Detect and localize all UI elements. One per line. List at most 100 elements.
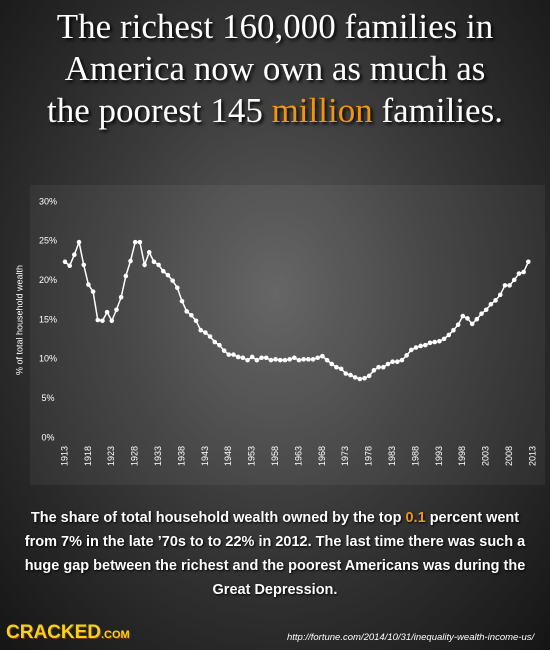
data-point (497, 292, 503, 298)
data-point (189, 312, 194, 318)
data-line (64, 239, 530, 380)
x-tick-label: 1953 (247, 446, 257, 466)
data-point (362, 375, 367, 381)
data-point (441, 336, 447, 342)
y-tick-label: 0% (41, 432, 54, 442)
data-point (380, 364, 386, 370)
data-point (282, 357, 288, 363)
data-point (357, 376, 363, 382)
caption-text: The share of total household wealth owne… (30, 510, 402, 526)
data-point (249, 354, 255, 360)
data-point (493, 298, 498, 303)
data-point (455, 322, 461, 328)
data-point (338, 366, 344, 372)
x-tick-label: 1943 (200, 446, 210, 466)
data-point (329, 361, 335, 367)
data-point (296, 357, 302, 363)
data-point (277, 357, 283, 363)
data-point (184, 309, 189, 314)
data-point (263, 355, 269, 361)
x-tick-label: 1938 (176, 446, 186, 466)
data-point (81, 262, 87, 268)
data-point (446, 332, 452, 338)
data-point (451, 327, 456, 333)
data-point (132, 239, 138, 245)
data-point (100, 318, 105, 324)
data-point (502, 283, 508, 288)
data-point (437, 338, 442, 344)
data-point (212, 339, 218, 345)
data-point (526, 259, 531, 265)
data-point (315, 355, 321, 361)
y-tick-label: 30% (39, 196, 57, 206)
y-tick-label: 5% (41, 393, 54, 403)
data-point (352, 375, 358, 380)
data-point (146, 250, 152, 255)
data-point (137, 239, 143, 245)
x-tick-label: 1988 (410, 446, 420, 466)
data-point (343, 371, 349, 376)
data-point (109, 318, 115, 324)
data-point (231, 352, 236, 357)
data-point (324, 357, 330, 363)
data-point (226, 352, 232, 357)
x-tick-label: 2008 (504, 446, 514, 466)
data-point (474, 316, 480, 322)
data-point (404, 353, 409, 358)
caption: The share of total household wealth owne… (18, 506, 532, 602)
data-point (193, 318, 199, 324)
data-point (385, 361, 391, 367)
data-point (287, 357, 292, 362)
x-tick-label: 2003 (481, 446, 491, 466)
x-tick-label: 1913 (59, 446, 69, 466)
data-point (511, 277, 517, 283)
data-point (254, 357, 260, 363)
data-point (479, 311, 484, 317)
y-axis-label: % of total household wealth (14, 265, 24, 375)
data-point (409, 347, 414, 353)
x-tick-label: 1983 (387, 446, 397, 466)
data-point (366, 373, 372, 379)
data-point (301, 357, 306, 362)
data-point (72, 252, 77, 258)
data-point (62, 259, 68, 265)
logo-text: CRACKED (6, 622, 101, 643)
x-tick-label: 1933 (153, 446, 163, 466)
data-point (432, 339, 438, 345)
x-tick-label: 1923 (106, 446, 116, 466)
x-tick-label: 2013 (527, 446, 537, 466)
data-point (423, 342, 428, 348)
caption-text: percent went from 7% in the late ’70s to… (24, 510, 526, 598)
data-point (203, 330, 208, 335)
data-point (268, 357, 274, 363)
data-point (394, 359, 400, 364)
data-point (170, 278, 175, 283)
x-tick-label: 1958 (270, 446, 280, 466)
y-tick-label: 25% (39, 236, 57, 246)
x-tick-label: 1973 (340, 446, 350, 466)
data-point (104, 309, 110, 315)
title-text: the poorest 145 (47, 91, 263, 130)
logo-suffix: .COM (101, 629, 130, 641)
data-point (128, 258, 133, 264)
data-point (235, 354, 241, 360)
data-point (418, 343, 423, 349)
plot-background (30, 185, 545, 485)
data-point (521, 269, 526, 275)
title-line: the poorest 145 million families. (0, 90, 550, 132)
data-point (292, 355, 297, 361)
data-point (217, 342, 222, 348)
x-tick-label: 1963 (293, 446, 303, 466)
data-point (259, 355, 264, 361)
title-text: families. (381, 91, 503, 130)
data-point (67, 263, 72, 269)
x-tick-label: 1998 (457, 446, 467, 466)
data-point (165, 272, 171, 278)
data-point (306, 357, 311, 362)
title-highlight: million (271, 91, 373, 130)
title-line: The richest 160,000 families in (56, 7, 494, 46)
data-point (371, 368, 377, 373)
logo: CRACKED.COM (6, 622, 130, 644)
y-tick-label: 10% (39, 354, 57, 364)
